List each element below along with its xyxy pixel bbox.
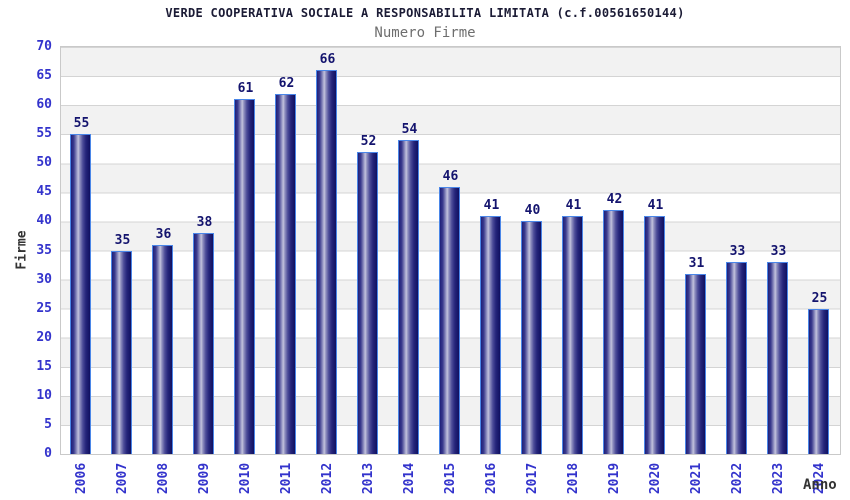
bar-value-label-2020: 41 xyxy=(647,197,664,213)
bar-value-label-2024: 25 xyxy=(811,290,828,306)
y-tick-30: 30 xyxy=(36,271,52,287)
bar-2020 xyxy=(644,215,665,454)
x-tick-2009: 2009 xyxy=(184,456,225,500)
bar-2012 xyxy=(316,70,337,454)
x-tick-text: 2015 xyxy=(443,462,458,494)
x-axis-title: Anno xyxy=(803,477,837,493)
bar-value-label-2006: 55 xyxy=(73,116,90,132)
x-tick-2014: 2014 xyxy=(389,456,430,500)
chart-title: VERDE COOPERATIVA SOCIALE A RESPONSABILI… xyxy=(165,6,685,20)
y-tick-20: 20 xyxy=(36,329,52,345)
y-tick-70: 70 xyxy=(36,39,52,54)
x-tick-text: 2013 xyxy=(361,462,376,494)
bar-value-label-2019: 42 xyxy=(606,191,623,207)
x-tick-2021: 2021 xyxy=(676,456,717,500)
plot-area: 55 35 36 38 61 62 66 52 54 46 41 40 41 42 41 31 33 33 25 xyxy=(60,46,841,455)
y-tick-55: 55 xyxy=(36,126,52,142)
y-tick-10: 10 xyxy=(36,387,52,403)
x-tick-2006: 2006 xyxy=(61,456,102,500)
x-tick-text: 2012 xyxy=(320,462,335,494)
y-tick-40: 40 xyxy=(36,213,52,229)
y-tick-45: 45 xyxy=(36,184,52,200)
bar-2011 xyxy=(275,93,296,454)
y-tick-15: 15 xyxy=(36,358,52,374)
bar-value-label-2022: 33 xyxy=(729,244,746,260)
x-tick-text: 2006 xyxy=(74,462,89,494)
bar-2017 xyxy=(521,221,542,454)
bar-2013 xyxy=(357,151,378,454)
x-tick-text: 2023 xyxy=(771,462,786,494)
y-tick-60: 60 xyxy=(36,97,52,113)
bar-value-label-2016: 41 xyxy=(483,197,500,213)
y-tick-25: 25 xyxy=(36,300,52,316)
chart-subtitle: Numero Firme xyxy=(374,25,476,41)
x-tick-text: 2011 xyxy=(279,462,294,494)
x-tick-2016: 2016 xyxy=(471,456,512,500)
bar-2010 xyxy=(234,99,255,454)
bar-2014 xyxy=(398,140,419,454)
x-tick-text: 2007 xyxy=(115,462,130,494)
bar-2021 xyxy=(685,273,706,454)
bar-value-label-2009: 38 xyxy=(196,215,213,231)
x-tick-text: 2009 xyxy=(197,462,212,494)
x-tick-2017: 2017 xyxy=(512,456,553,500)
bar-value-label-2008: 36 xyxy=(155,226,172,242)
x-tick-text: 2022 xyxy=(730,462,745,494)
x-tick-text: 2019 xyxy=(607,462,622,494)
bar-value-label-2023: 33 xyxy=(770,244,787,260)
y-tick-65: 65 xyxy=(36,68,52,84)
x-tick-text: 2010 xyxy=(238,462,253,494)
x-tick-2023: 2023 xyxy=(758,456,799,500)
x-tick-text: 2014 xyxy=(402,462,417,494)
x-tick-text: 2018 xyxy=(566,462,581,494)
bar-2023 xyxy=(767,262,788,454)
y-tick-0: 0 xyxy=(44,446,52,461)
bar-2018 xyxy=(562,215,583,454)
x-tick-2010: 2010 xyxy=(225,456,266,500)
x-tick-2020: 2020 xyxy=(635,456,676,500)
bar-2008 xyxy=(152,244,173,454)
bar-2024 xyxy=(808,308,829,454)
x-tick-text: 2021 xyxy=(689,462,704,494)
x-tick-text: 2017 xyxy=(525,462,540,494)
x-tick-2013: 2013 xyxy=(348,456,389,500)
x-tick-text: 2016 xyxy=(484,462,499,494)
x-tick-2019: 2019 xyxy=(594,456,635,500)
x-tick-2015: 2015 xyxy=(430,456,471,500)
x-tick-text: 2020 xyxy=(648,462,663,494)
x-tick-2011: 2011 xyxy=(266,456,307,500)
bar-value-label-2014: 54 xyxy=(401,122,418,138)
bar-value-label-2007: 35 xyxy=(114,232,131,248)
x-tick-2022: 2022 xyxy=(717,456,758,500)
x-tick-text: 2008 xyxy=(156,462,171,494)
bar-value-label-2021: 31 xyxy=(688,255,705,271)
x-tick-2008: 2008 xyxy=(143,456,184,500)
x-tick-2007: 2007 xyxy=(102,456,143,500)
bar-2016 xyxy=(480,215,501,454)
y-tick-5: 5 xyxy=(44,416,52,432)
y-tick-35: 35 xyxy=(36,242,52,258)
x-tick-2012: 2012 xyxy=(307,456,348,500)
bar-value-label-2012: 66 xyxy=(319,52,336,68)
bar-value-label-2010: 61 xyxy=(237,81,254,97)
bar-2006 xyxy=(70,134,91,454)
bar-2019 xyxy=(603,209,624,454)
bar-2022 xyxy=(726,262,747,454)
x-tick-2018: 2018 xyxy=(553,456,594,500)
bar-value-label-2011: 62 xyxy=(278,75,295,91)
bar-value-label-2013: 52 xyxy=(360,133,377,149)
bar-2007 xyxy=(111,250,132,454)
bar-value-label-2018: 41 xyxy=(565,197,582,213)
y-tick-50: 50 xyxy=(36,155,52,171)
bar-value-label-2015: 46 xyxy=(442,168,459,184)
bar-2015 xyxy=(439,186,460,454)
bar-value-label-2017: 40 xyxy=(524,203,541,219)
bar-2009 xyxy=(193,233,214,454)
